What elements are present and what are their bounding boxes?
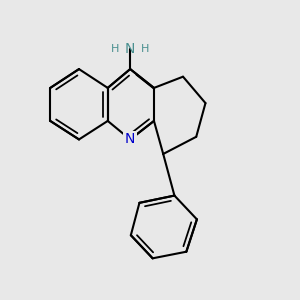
Text: H: H xyxy=(111,44,119,54)
Text: N: N xyxy=(125,42,135,56)
Text: N: N xyxy=(125,132,135,146)
Text: H: H xyxy=(141,44,149,54)
